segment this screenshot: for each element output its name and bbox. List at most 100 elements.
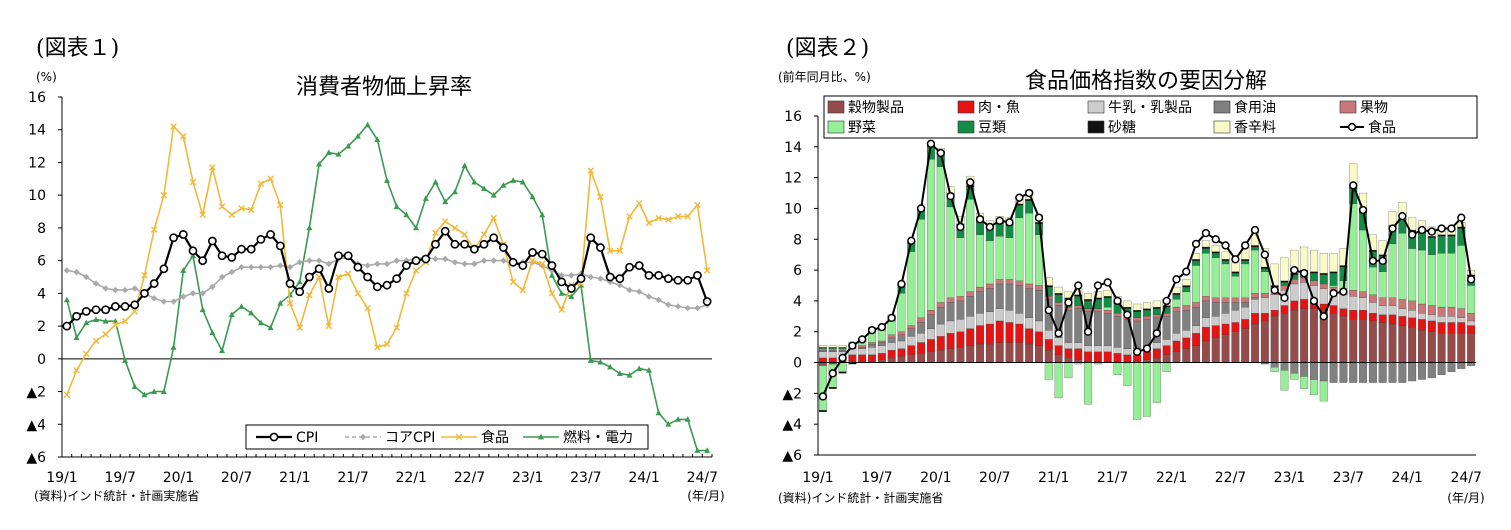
chart2-ytick-label: 2 bbox=[793, 325, 802, 341]
chart2-bar-seg-6-20 bbox=[1015, 205, 1024, 218]
chart2-bar-seg-6-32 bbox=[1133, 311, 1142, 318]
chart2-bar-seg-2-31 bbox=[1123, 348, 1132, 355]
chart1-ylabel: (%) bbox=[36, 70, 57, 84]
chart2-bar-seg-1-38 bbox=[1192, 333, 1201, 346]
chart2-bar-seg-1-25 bbox=[1064, 348, 1073, 359]
chart1-xtick-label: 21/1 bbox=[279, 470, 310, 486]
chart2-bar-seg-8-31 bbox=[1123, 300, 1132, 308]
chart2-bar-seg-6-2 bbox=[838, 347, 847, 349]
chart2-bar-seg-8-40 bbox=[1211, 245, 1220, 252]
chart2-bar-seg-6-33 bbox=[1143, 310, 1151, 317]
chart2-bar-seg-5-41 bbox=[1221, 263, 1230, 298]
chart2-bar-seg-5-27 bbox=[1084, 362, 1093, 405]
chart1-point-s3-6 bbox=[122, 357, 129, 363]
chart2-bar-seg-0-52 bbox=[1329, 313, 1338, 363]
chart2-food-point-63 bbox=[1437, 224, 1446, 233]
chart2-bar-seg-0-25 bbox=[1064, 357, 1073, 363]
chart2-bar-seg-3-43 bbox=[1241, 302, 1250, 308]
chart1-point-s3-52 bbox=[568, 293, 575, 300]
chart2-bar-seg-0-39 bbox=[1201, 340, 1210, 363]
chart2-bar-seg-5-6 bbox=[877, 330, 886, 342]
chart2-bar-seg-2-17 bbox=[985, 311, 994, 325]
chart1-point-s3-15 bbox=[209, 329, 216, 336]
chart2-food-point-32 bbox=[1133, 347, 1142, 356]
chart2-bar-seg-0-17 bbox=[985, 343, 994, 363]
chart2-bar-seg-1-9 bbox=[907, 345, 916, 355]
chart1-point-s2-1 bbox=[73, 366, 80, 374]
chart2-food-point-19 bbox=[1005, 218, 1014, 227]
chart1-xtick-label: 19/7 bbox=[104, 470, 135, 486]
chart2-bar-seg-2-36 bbox=[1172, 333, 1181, 342]
chart2-bar-seg-3-2 bbox=[838, 350, 847, 352]
chart2-bar-seg-6-29 bbox=[1103, 297, 1112, 308]
chart1-ytick-label: 14 bbox=[28, 123, 46, 139]
chart1-point-s1-56 bbox=[606, 278, 614, 286]
chart2-bar-seg-4-10 bbox=[917, 317, 926, 323]
chart2-bar-seg-1-12 bbox=[936, 336, 945, 351]
chart2-bar-seg-3-16 bbox=[976, 291, 984, 314]
chart2-bar-seg-4-64 bbox=[1447, 306, 1456, 317]
chart1-point-s1-45 bbox=[500, 257, 507, 264]
chart2-bar-seg-6-63 bbox=[1437, 236, 1446, 254]
chart2-bar-seg-8-33 bbox=[1143, 302, 1151, 309]
chart2-bar-seg-7-44 bbox=[1251, 245, 1259, 248]
chart2-bar-seg-1-23 bbox=[1044, 339, 1053, 351]
chart2-bar-seg-1-33 bbox=[1143, 351, 1151, 360]
chart1-legend-label-3: 燃料・電力 bbox=[563, 429, 633, 446]
chart1-point-s3-43 bbox=[481, 185, 488, 192]
chart2-bar-seg-3-41 bbox=[1221, 302, 1230, 314]
chart2-bar-seg-0-66 bbox=[1467, 333, 1476, 363]
chart2-bar-seg-5-59 bbox=[1398, 232, 1407, 300]
chart2-bar-seg-1-6 bbox=[877, 353, 886, 360]
chart2-legend-box bbox=[823, 95, 1478, 139]
chart2-food-point-28 bbox=[1093, 281, 1103, 290]
chart2-bar-seg-0-60 bbox=[1408, 326, 1417, 363]
chart1-point-s1-14 bbox=[199, 290, 206, 297]
chart1-point-s3-25 bbox=[306, 224, 313, 231]
chart2-xtick-label: 22/1 bbox=[1156, 470, 1187, 486]
chart2-bar-seg-1-49 bbox=[1300, 299, 1309, 309]
chart2-bar-seg-5-48 bbox=[1290, 373, 1299, 380]
chart2-bar-seg-3-54 bbox=[1349, 362, 1358, 383]
chart2-bar-seg-0-34 bbox=[1152, 357, 1161, 363]
chart1-point-s0-52 bbox=[566, 284, 576, 293]
chart1-point-s2-51 bbox=[558, 306, 565, 314]
chart1-point-s2-24 bbox=[296, 324, 303, 332]
chart2-bar-seg-6-38 bbox=[1192, 260, 1201, 266]
chart2-bar-seg-5-38 bbox=[1192, 265, 1201, 303]
chart2-bar-seg-5-35 bbox=[1162, 362, 1171, 372]
chart2-bar-seg-0-19 bbox=[1005, 342, 1014, 363]
chart1-point-s1-57 bbox=[616, 281, 624, 289]
chart2-bar-seg-6-41 bbox=[1221, 260, 1230, 265]
chart1-point-s3-37 bbox=[422, 195, 429, 201]
chart1-point-s0-65 bbox=[693, 270, 702, 280]
chart2-legend-swatch-5 bbox=[827, 120, 845, 134]
chart2-food-point-54 bbox=[1349, 181, 1358, 190]
chart2-bar-seg-1-52 bbox=[1329, 305, 1338, 314]
chart2-bar-seg-1-5 bbox=[868, 354, 876, 362]
chart2-xtick-label: 23/7 bbox=[1333, 470, 1364, 486]
chart2-bar-seg-5-60 bbox=[1408, 248, 1417, 302]
chart2-bar-seg-4-37 bbox=[1182, 305, 1191, 311]
chart1-ytick-label: 12 bbox=[28, 155, 46, 171]
chart2-bar-seg-3-13 bbox=[946, 302, 955, 322]
chart1-point-s1-34 bbox=[393, 257, 400, 264]
chart2-bar-seg-5-55 bbox=[1359, 229, 1368, 292]
chart1-point-s2-38 bbox=[432, 229, 439, 237]
chart2-food-point-31 bbox=[1123, 310, 1132, 319]
chart1-point-s0-39 bbox=[440, 226, 450, 236]
chart1-point-s0-28 bbox=[334, 251, 343, 261]
chart2-bar-seg-2-27 bbox=[1084, 345, 1093, 352]
chart1-point-s1-4 bbox=[102, 285, 109, 292]
chart2-bar-seg-3-28 bbox=[1093, 311, 1102, 346]
chart2-bar-seg-2-54 bbox=[1349, 296, 1358, 311]
chart1-point-s3-22 bbox=[277, 299, 284, 306]
chart2-bar-seg-4-38 bbox=[1192, 302, 1201, 308]
chart1-point-s1-23 bbox=[286, 263, 294, 271]
chart2-bar-seg-3-26 bbox=[1074, 308, 1083, 343]
chart2-bar-seg-1-61 bbox=[1418, 319, 1426, 331]
chart1-point-s0-16 bbox=[217, 251, 227, 261]
chart2-food-point-49 bbox=[1299, 269, 1309, 278]
chart2-bar-seg-2-26 bbox=[1074, 342, 1083, 349]
